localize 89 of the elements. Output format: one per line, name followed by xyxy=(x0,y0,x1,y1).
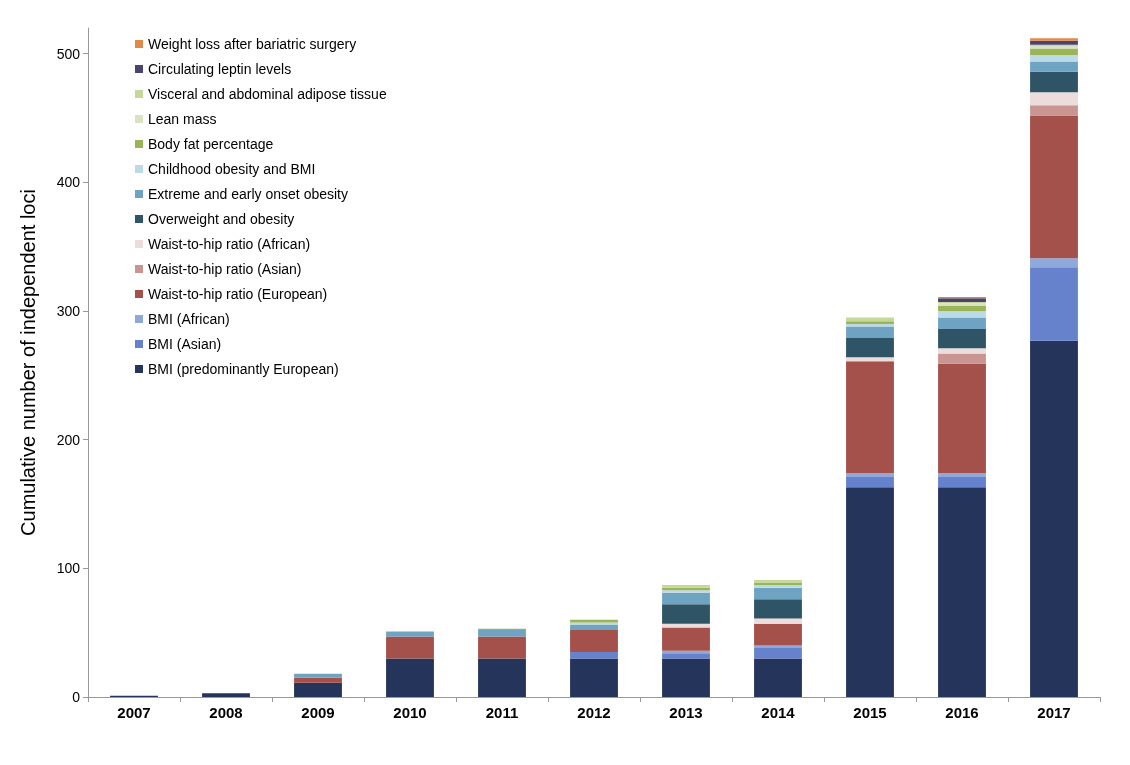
x-tick-label: 2013 xyxy=(669,704,703,721)
bar xyxy=(662,627,710,651)
bar xyxy=(1030,48,1078,56)
bar xyxy=(1030,40,1078,45)
bar xyxy=(478,636,526,659)
bar xyxy=(386,631,434,637)
legend-label: BMI (African) xyxy=(148,311,230,327)
bar xyxy=(938,473,986,477)
bar xyxy=(570,651,618,659)
bar xyxy=(754,623,802,646)
legend-label: Extreme and early onset obesity xyxy=(148,186,348,202)
bar xyxy=(938,348,986,354)
y-tick-label: 500 xyxy=(56,45,81,62)
bar xyxy=(1030,92,1078,106)
bar xyxy=(662,592,710,605)
bar xyxy=(1030,115,1078,259)
bar xyxy=(754,618,802,624)
y-tick-label: 100 xyxy=(56,560,81,577)
bar xyxy=(938,477,986,488)
x-tick-label: 2010 xyxy=(393,704,427,721)
bar xyxy=(294,673,342,678)
bar xyxy=(938,363,986,474)
bar xyxy=(754,648,802,659)
bar xyxy=(1030,267,1078,341)
bar xyxy=(1030,55,1078,62)
x-tick-label: 2014 xyxy=(761,704,796,721)
x-tick-label: 2016 xyxy=(945,704,979,721)
legend-label: Waist-to-hip ratio (African) xyxy=(148,236,311,252)
bar xyxy=(938,329,986,349)
legend-label: BMI (predominantly European) xyxy=(148,361,339,377)
bar xyxy=(1030,105,1078,116)
y-axis-title: Cumulative number of independent loci xyxy=(17,189,39,536)
bar xyxy=(846,326,894,339)
bar xyxy=(294,677,342,683)
bar xyxy=(846,361,894,474)
bar xyxy=(662,623,710,628)
legend-label: Childhood obesity and BMI xyxy=(148,161,316,177)
bar xyxy=(570,658,618,697)
y-tick-label: 300 xyxy=(56,303,81,320)
bar xyxy=(754,658,802,697)
bar xyxy=(846,357,894,362)
bar xyxy=(1030,38,1078,41)
bar xyxy=(294,682,342,697)
bar xyxy=(846,487,894,697)
legend-label: BMI (Asian) xyxy=(148,336,222,352)
bar xyxy=(1030,71,1078,93)
bar xyxy=(754,599,802,619)
y-tick-label: 200 xyxy=(56,431,81,448)
bar xyxy=(570,624,618,631)
x-tick-label: 2017 xyxy=(1037,704,1071,721)
bar xyxy=(1030,258,1078,268)
bar xyxy=(1030,340,1078,697)
legend-label: Visceral and abdominal adipose tissue xyxy=(148,86,387,102)
legend-label: Body fat percentage xyxy=(148,136,274,152)
bar xyxy=(754,587,802,600)
bar xyxy=(938,305,986,312)
x-tick-label: 2007 xyxy=(117,704,151,721)
x-tick-label: 2012 xyxy=(577,704,611,721)
bar xyxy=(846,473,894,477)
bar xyxy=(938,317,986,330)
bar xyxy=(662,658,710,697)
legend-label: Weight loss after bariatric surgery xyxy=(148,36,357,52)
y-tick-label: 0 xyxy=(72,689,81,705)
legend-label: Lean mass xyxy=(148,111,217,127)
bar xyxy=(1030,61,1078,72)
bar xyxy=(478,658,526,697)
bar xyxy=(938,311,986,318)
bar xyxy=(938,298,986,303)
legend-label: Waist-to-hip ratio (European) xyxy=(148,286,328,302)
x-tick-label: 2008 xyxy=(209,704,243,721)
bar xyxy=(478,630,526,637)
bar xyxy=(386,636,434,659)
bar xyxy=(938,487,986,697)
bar xyxy=(662,604,710,624)
bar xyxy=(202,693,250,697)
legend-label: Overweight and obesity xyxy=(148,211,295,227)
y-tick-label: 400 xyxy=(56,174,81,191)
bar xyxy=(846,477,894,488)
legend-label: Circulating leptin levels xyxy=(148,61,292,77)
bar xyxy=(570,630,618,652)
bar xyxy=(662,653,710,659)
bar xyxy=(938,353,986,364)
x-tick-label: 2011 xyxy=(485,704,519,721)
bar xyxy=(846,317,894,322)
bar xyxy=(846,338,894,358)
bar xyxy=(386,658,434,697)
legend-label: Waist-to-hip ratio (Asian) xyxy=(148,261,302,277)
x-tick-label: 2009 xyxy=(301,704,335,721)
x-tick-label: 2015 xyxy=(853,704,887,721)
